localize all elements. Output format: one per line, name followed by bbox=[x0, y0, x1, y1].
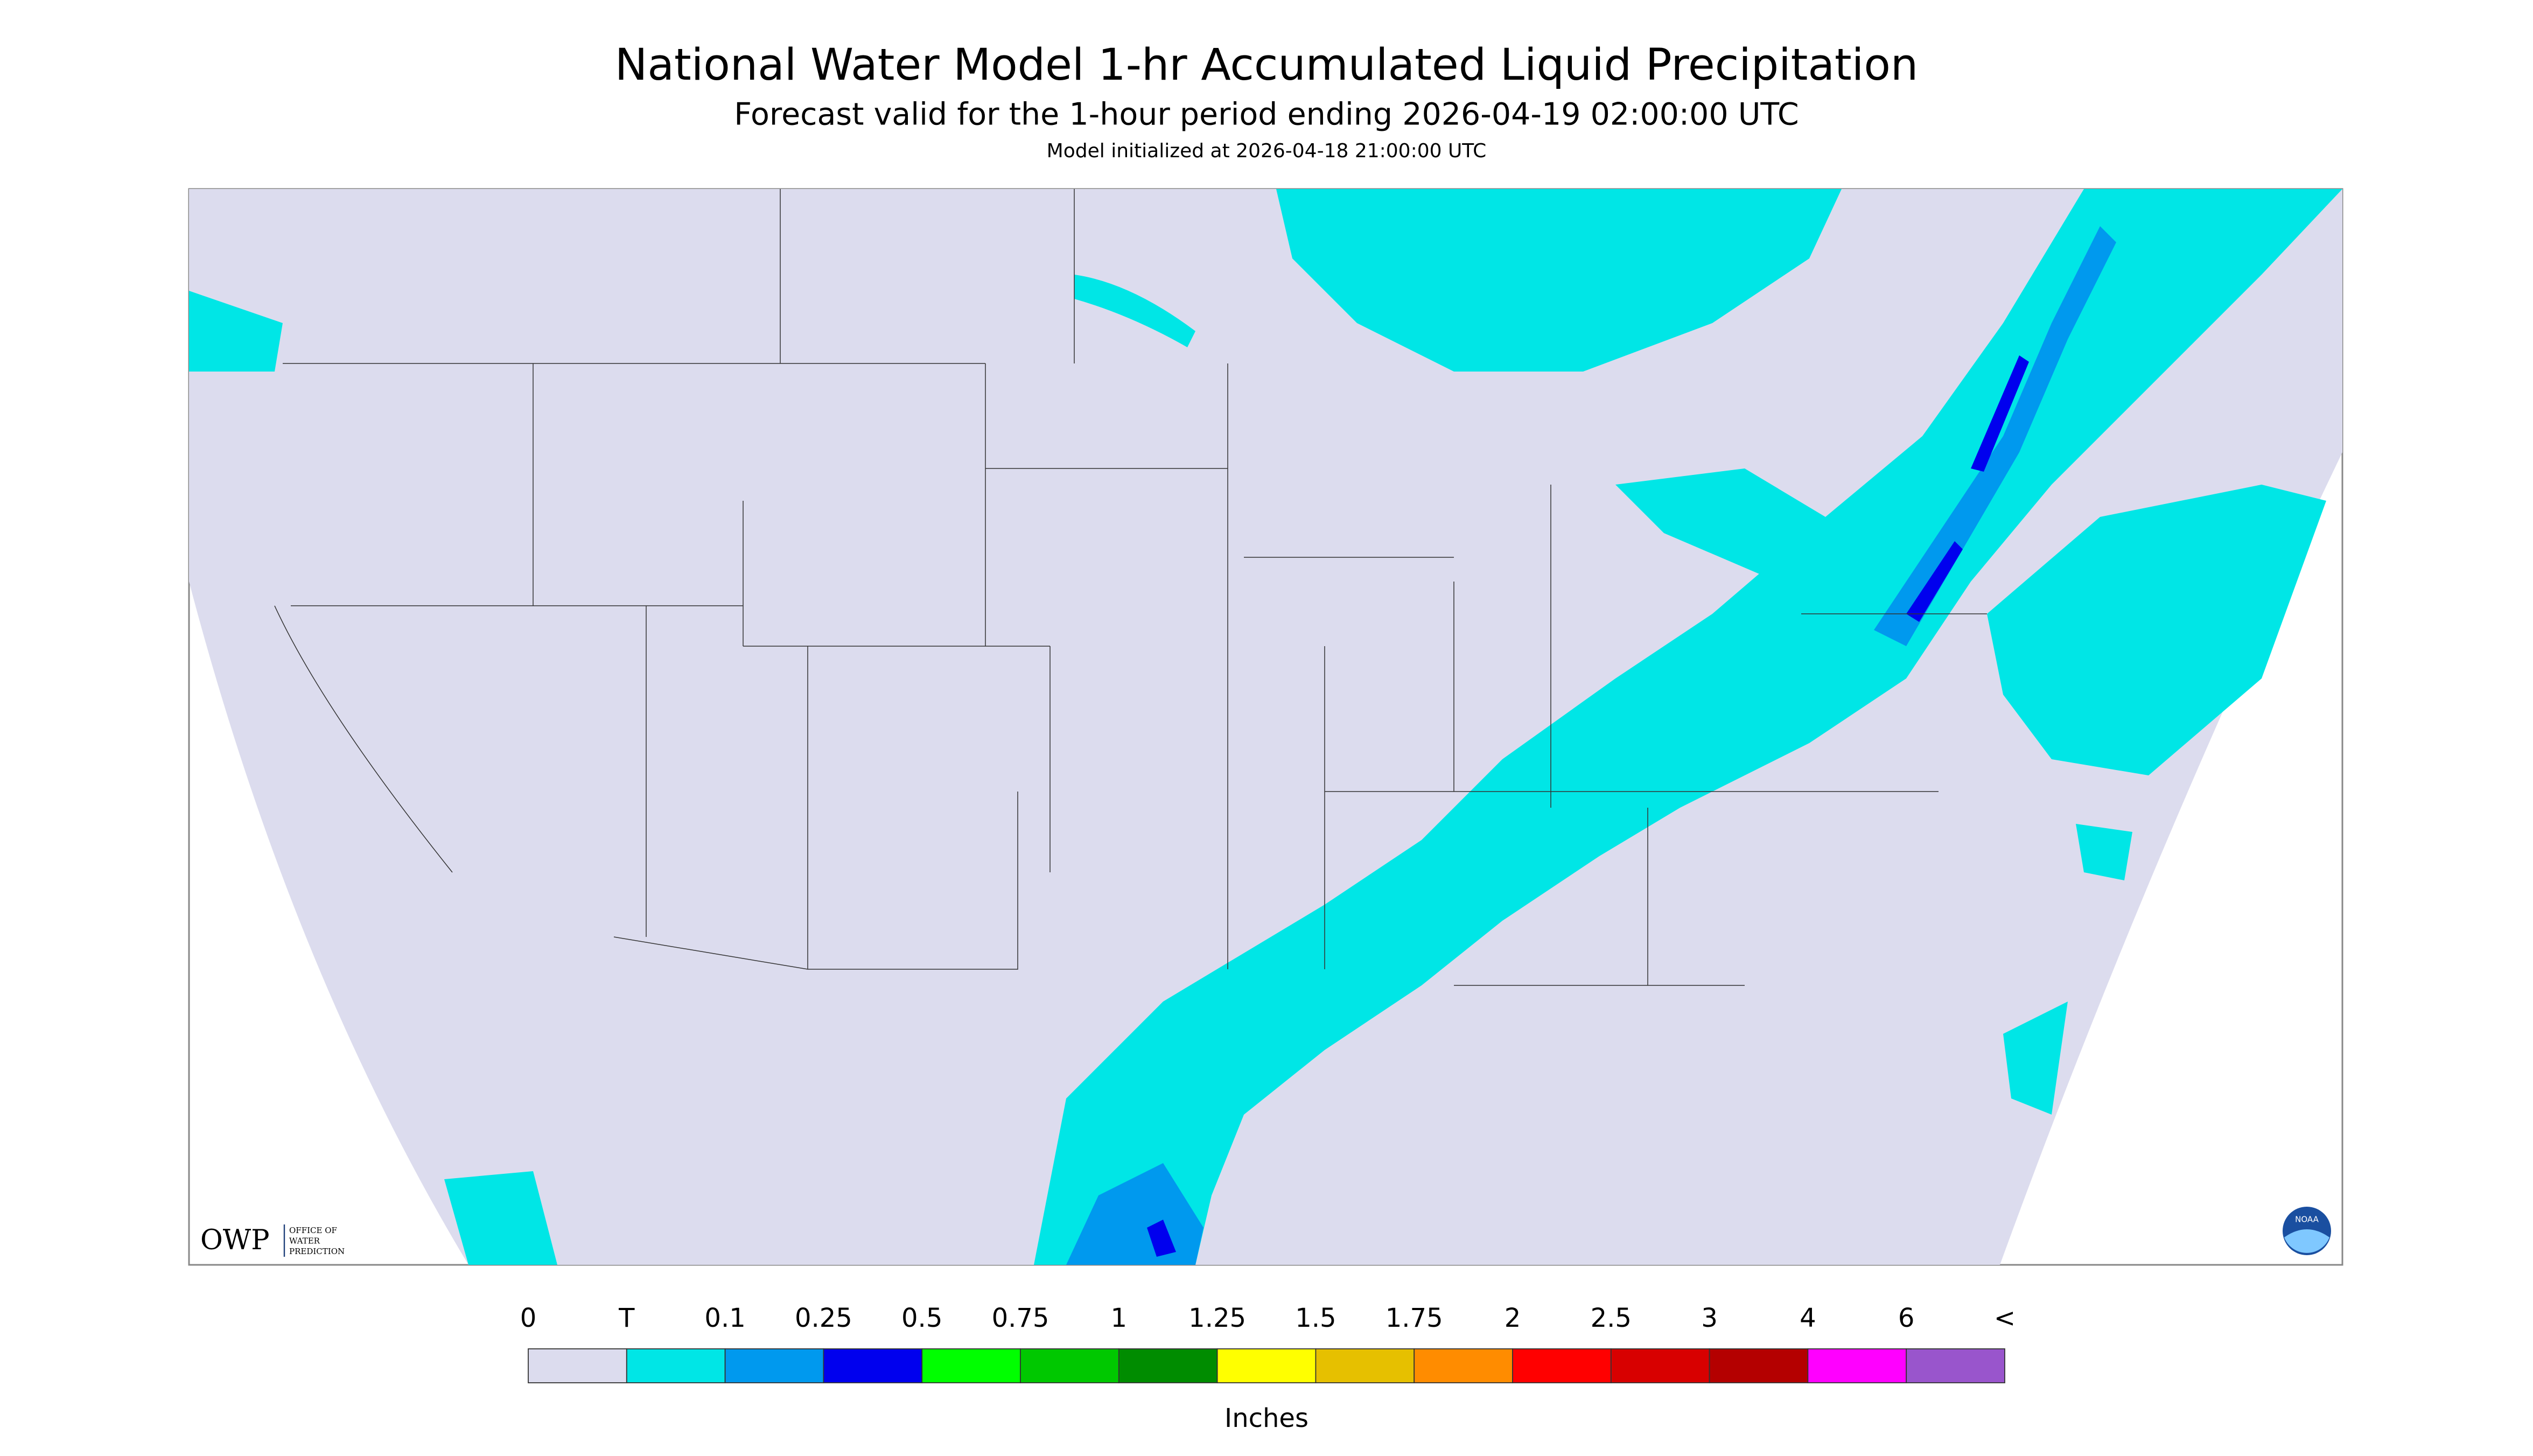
legend-box bbox=[1709, 1348, 1809, 1383]
init-time: Model initialized at 2026-04-18 21:00:00… bbox=[1047, 140, 1487, 162]
noaa-text: NOAA bbox=[2295, 1215, 2319, 1224]
noaa-wave bbox=[2284, 1229, 2329, 1253]
legend-label: 2 bbox=[1505, 1303, 1521, 1333]
legend-box bbox=[1512, 1348, 1612, 1383]
legend-label: 0.75 bbox=[992, 1303, 1049, 1333]
owp-office: WATER bbox=[289, 1236, 320, 1246]
legend-unit: Inches bbox=[1224, 1403, 1309, 1433]
legend-label: 2.5 bbox=[1591, 1303, 1632, 1333]
legend-box bbox=[1315, 1348, 1415, 1383]
legend-box bbox=[1807, 1348, 1907, 1383]
legend-label: < bbox=[1994, 1303, 2016, 1333]
legend-label: 1.75 bbox=[1386, 1303, 1443, 1333]
legend-label: 6 bbox=[1898, 1303, 1915, 1333]
legend-box bbox=[528, 1348, 627, 1383]
legend-box bbox=[1118, 1348, 1218, 1383]
legend-label: T bbox=[618, 1303, 635, 1333]
precip-heavy bbox=[1147, 355, 2029, 1257]
boundaries bbox=[274, 189, 1987, 986]
legend-box bbox=[1216, 1348, 1317, 1383]
owp-office: PREDICTION bbox=[289, 1247, 345, 1256]
owp-text: OWP bbox=[200, 1224, 270, 1256]
legend-label: 1.25 bbox=[1188, 1303, 1246, 1333]
legend-box bbox=[724, 1348, 824, 1383]
legend-label: 4 bbox=[1800, 1303, 1816, 1333]
legend-box bbox=[1610, 1348, 1710, 1383]
legend-box bbox=[626, 1348, 726, 1383]
title: National Water Model 1-hr Accumulated Li… bbox=[615, 40, 1918, 90]
legend: 0 T 0.1 0.25 0.5 0.75 1 1.25 1.5 1.75 2 2.5 3 4 6 < bbox=[520, 1303, 2016, 1383]
legend-label: 1 bbox=[1111, 1303, 1128, 1333]
owp-logo: OWP OFFICE OF WATER PREDICTION bbox=[200, 1224, 345, 1257]
legend-box bbox=[823, 1348, 923, 1383]
legend-box bbox=[1020, 1348, 1119, 1383]
legend-label: 0.25 bbox=[795, 1303, 852, 1333]
legend-label: 0.1 bbox=[704, 1303, 745, 1333]
legend-label: 0 bbox=[520, 1303, 537, 1333]
legend-label: 1.5 bbox=[1295, 1303, 1336, 1333]
legend-label: 3 bbox=[1701, 1303, 1718, 1333]
map: OWP OFFICE OF WATER PREDICTION NOAA bbox=[188, 188, 2343, 1266]
legend-label: 0.5 bbox=[901, 1303, 942, 1333]
noaa-logo: NOAA bbox=[2283, 1207, 2331, 1256]
legend-box bbox=[1906, 1348, 2005, 1383]
owp-office: OFFICE OF bbox=[289, 1226, 337, 1235]
legend-box bbox=[1414, 1348, 1513, 1383]
subtitle: Forecast valid for the 1-hour period end… bbox=[734, 97, 1799, 132]
domain bbox=[189, 189, 2342, 1265]
legend-box bbox=[921, 1348, 1021, 1383]
